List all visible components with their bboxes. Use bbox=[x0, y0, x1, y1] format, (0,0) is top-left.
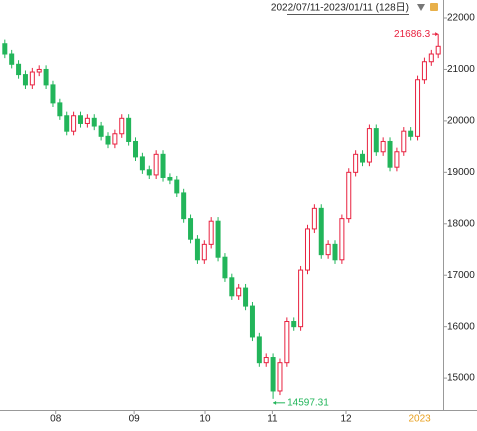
candle-body bbox=[22, 74, 28, 86]
y-tick-label: 20000 bbox=[447, 116, 475, 127]
candle-body bbox=[256, 336, 262, 364]
y-tick-label: 21000 bbox=[447, 64, 475, 75]
candle-body bbox=[284, 321, 290, 364]
candle-body bbox=[353, 153, 359, 173]
x-tick-label: 09 bbox=[129, 414, 141, 425]
candle-body bbox=[311, 207, 317, 230]
candle-body bbox=[167, 176, 173, 181]
max-annotation: 21686.3 bbox=[394, 29, 431, 40]
candle-body bbox=[91, 117, 97, 127]
candle-body bbox=[194, 238, 200, 261]
candle-body bbox=[325, 243, 331, 256]
candle-body bbox=[304, 228, 310, 271]
candle-body bbox=[215, 220, 221, 258]
candle-body bbox=[64, 115, 70, 132]
y-tick-label: 22000 bbox=[447, 13, 475, 24]
y-tick-label: 15000 bbox=[447, 373, 475, 384]
candle-body bbox=[71, 115, 77, 132]
y-tick-label: 17000 bbox=[447, 270, 475, 281]
candle-body bbox=[84, 117, 90, 124]
candle-body bbox=[119, 117, 125, 135]
candle-body bbox=[373, 128, 379, 153]
candle-body bbox=[346, 171, 352, 220]
candle-body bbox=[366, 128, 372, 163]
candle-body bbox=[174, 179, 180, 194]
candle-body bbox=[291, 321, 297, 328]
max-arrowhead bbox=[435, 32, 439, 37]
y-tick-label: 19000 bbox=[447, 167, 475, 178]
candle-body bbox=[112, 133, 118, 145]
x-tick-label: 08 bbox=[50, 414, 62, 425]
candle-body bbox=[270, 357, 276, 392]
candle-body bbox=[236, 287, 242, 297]
min-arrowhead bbox=[273, 400, 277, 405]
candle-body bbox=[105, 135, 111, 145]
x-tick-label: 2023 bbox=[408, 414, 431, 425]
candle-body bbox=[50, 84, 56, 104]
candle-body bbox=[222, 256, 228, 279]
candle-body bbox=[380, 140, 386, 153]
candle-body bbox=[201, 243, 207, 261]
candle-body bbox=[249, 305, 255, 338]
candle-body bbox=[387, 140, 393, 168]
candle-body bbox=[160, 153, 166, 178]
x-tick-label: 12 bbox=[340, 414, 352, 425]
candle-body bbox=[9, 53, 15, 65]
x-tick-label: 10 bbox=[199, 414, 211, 425]
candle-body bbox=[428, 53, 434, 63]
candle-body bbox=[401, 130, 407, 153]
period-label[interactable]: 2022/07/11-2023/01/11 (128日) bbox=[271, 3, 409, 14]
dropdown-icon[interactable] bbox=[417, 4, 425, 11]
candle-body bbox=[263, 357, 269, 364]
candle-body bbox=[29, 71, 35, 86]
candle-body bbox=[188, 218, 194, 240]
candle-body bbox=[318, 207, 324, 256]
candle-body bbox=[43, 68, 49, 86]
candle-body bbox=[408, 130, 414, 137]
candle-body bbox=[139, 156, 145, 171]
candle-body bbox=[243, 287, 249, 307]
plot-area bbox=[0, 0, 443, 410]
candle-body bbox=[146, 169, 152, 176]
x-tick-label: 11 bbox=[267, 414, 278, 425]
candle-body bbox=[98, 125, 104, 137]
candle-body bbox=[394, 151, 400, 168]
candle-body bbox=[2, 43, 8, 55]
y-tick-label: 16000 bbox=[447, 321, 475, 332]
candle-body bbox=[360, 153, 366, 163]
candle-body bbox=[153, 153, 159, 176]
candle-body bbox=[229, 277, 235, 297]
candle-body bbox=[36, 68, 42, 73]
candle-body bbox=[277, 362, 283, 392]
candles: 21686.3 14597.31 bbox=[2, 29, 441, 408]
candle-body bbox=[133, 140, 139, 158]
y-tick-label: 18000 bbox=[447, 218, 475, 229]
candle-body bbox=[298, 269, 304, 328]
candle-body bbox=[435, 45, 441, 55]
candle-body bbox=[16, 63, 22, 76]
candle-body bbox=[208, 220, 214, 245]
candle-body bbox=[181, 192, 187, 220]
candle-body bbox=[126, 117, 132, 142]
candle-body bbox=[332, 243, 338, 261]
candle-body bbox=[77, 115, 83, 124]
candle-body bbox=[57, 102, 63, 117]
min-annotation: 14597.31 bbox=[287, 397, 329, 408]
candle-body bbox=[415, 79, 421, 137]
candle-body bbox=[421, 61, 427, 81]
settings-icon[interactable] bbox=[430, 3, 438, 11]
candle-body bbox=[339, 218, 345, 261]
